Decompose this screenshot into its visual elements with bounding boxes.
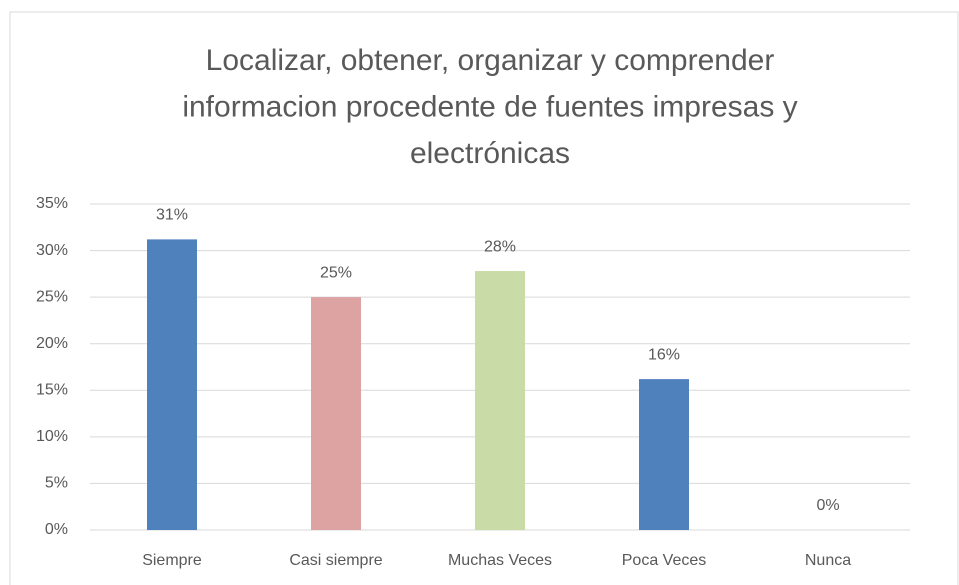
- data-label: 25%: [320, 264, 352, 281]
- y-tick-label: 15%: [36, 382, 68, 399]
- data-label: 16%: [648, 346, 680, 363]
- y-tick-label: 30%: [36, 242, 68, 259]
- x-tick-label: Poca Veces: [622, 552, 707, 569]
- y-tick-label: 10%: [36, 428, 68, 445]
- chart-title: informacion procedente de fuentes impres…: [182, 90, 797, 123]
- bar: [311, 297, 361, 530]
- x-tick-label: Muchas Veces: [448, 552, 552, 569]
- y-tick-label: 0%: [45, 521, 68, 538]
- bar: [147, 239, 197, 530]
- x-tick-label: Nunca: [805, 552, 851, 569]
- chart-title: electrónicas: [410, 137, 570, 170]
- bar: [475, 271, 525, 530]
- data-label: 0%: [816, 497, 839, 514]
- y-tick-label: 20%: [36, 335, 68, 352]
- chart-title: Localizar, obtener, organizar y comprend…: [206, 44, 775, 77]
- data-label: 31%: [156, 207, 188, 224]
- y-tick-label: 35%: [36, 195, 68, 212]
- data-label: 28%: [484, 238, 516, 255]
- y-tick-label: 5%: [45, 475, 68, 492]
- bar: [639, 379, 689, 530]
- y-tick-label: 25%: [36, 288, 68, 305]
- x-tick-label: Siempre: [142, 552, 202, 569]
- x-tick-label: Casi siempre: [289, 552, 382, 569]
